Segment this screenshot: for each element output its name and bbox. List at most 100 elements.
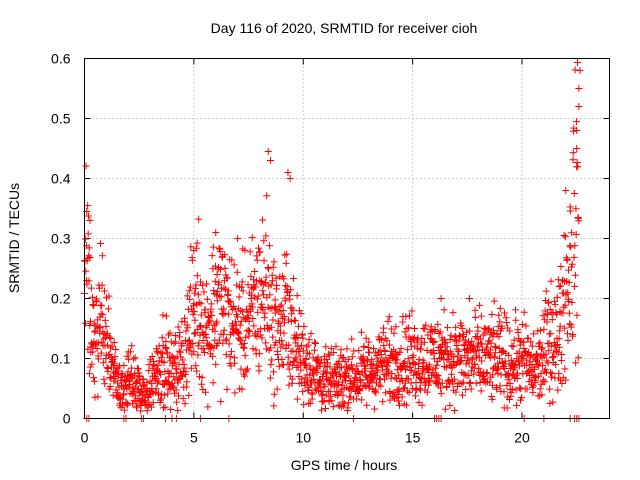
data-point [88, 293, 96, 301]
data-point [417, 340, 425, 348]
data-point [131, 370, 139, 378]
data-point [348, 335, 356, 343]
data-point [248, 300, 256, 308]
data-point [363, 401, 371, 409]
data-point [81, 235, 89, 243]
data-point [202, 388, 210, 396]
data-point [476, 301, 484, 309]
data-point [465, 359, 473, 367]
data-point [293, 292, 301, 300]
data-point [326, 392, 334, 400]
data-point [465, 371, 473, 379]
data-point [308, 380, 316, 388]
data-point [194, 291, 202, 299]
data-point [135, 372, 143, 380]
data-point [344, 355, 352, 363]
data-point [507, 389, 515, 397]
data-point [477, 387, 485, 395]
data-point [227, 298, 235, 306]
data-point [447, 370, 455, 378]
data-point [89, 374, 97, 382]
data-point [221, 251, 229, 259]
data-point [253, 256, 261, 264]
data-point [513, 401, 521, 409]
data-point [524, 334, 532, 342]
data-point [101, 316, 109, 324]
data-point [194, 351, 202, 359]
data-point [452, 388, 460, 396]
data-point [327, 344, 335, 352]
data-point [176, 348, 184, 356]
data-point [269, 263, 277, 271]
data-point [541, 378, 549, 386]
data-point [575, 85, 583, 92]
data-point [545, 347, 553, 355]
data-point [272, 338, 280, 346]
data-point [491, 349, 499, 357]
data-point [284, 316, 292, 324]
data-point [281, 319, 289, 327]
x-tick-label: 0 [81, 430, 89, 446]
data-point [254, 292, 262, 300]
data-point [378, 336, 386, 344]
data-point [102, 322, 110, 330]
data-point [85, 244, 93, 252]
data-point [289, 361, 297, 369]
data-point [400, 361, 408, 369]
data-point [305, 350, 313, 358]
data-point [209, 243, 217, 251]
data-point [291, 317, 299, 325]
data-point [262, 232, 270, 240]
data-point [533, 357, 541, 365]
data-point [193, 367, 201, 375]
data-point [498, 322, 506, 330]
data-point [520, 308, 528, 316]
data-point [182, 368, 190, 376]
data-point [263, 192, 271, 200]
data-point [390, 329, 398, 337]
data-point [556, 308, 564, 316]
data-point [243, 314, 251, 322]
data-point [538, 345, 546, 353]
data-point [542, 350, 550, 358]
data-point [431, 338, 439, 346]
data-point [222, 351, 230, 359]
data-point [366, 382, 374, 390]
data-point [558, 351, 566, 359]
data-point [377, 350, 385, 358]
data-point [388, 353, 396, 361]
data-point [272, 274, 280, 282]
data-point [531, 377, 539, 385]
data-point [409, 351, 417, 359]
data-point [185, 392, 193, 400]
data-point [455, 331, 463, 339]
data-point [573, 311, 581, 319]
data-point [221, 309, 229, 317]
data-point [405, 389, 413, 397]
data-point [221, 264, 229, 272]
data-point [212, 360, 220, 368]
data-point [262, 273, 270, 281]
data-point [178, 372, 186, 380]
data-point [431, 364, 439, 372]
data-point [179, 356, 187, 364]
data-point [568, 229, 576, 237]
data-point [568, 260, 576, 268]
data-point [236, 335, 244, 343]
data-point [282, 282, 290, 290]
data-point [300, 401, 308, 409]
data-point [82, 319, 90, 327]
data-point [148, 352, 156, 360]
data-point [421, 325, 429, 333]
data-point [103, 329, 111, 337]
data-point [458, 324, 466, 332]
data-point [250, 276, 258, 284]
data-point [196, 322, 204, 330]
data-point [176, 328, 184, 336]
data-point [536, 385, 544, 393]
data-point [360, 342, 368, 350]
data-point [516, 384, 524, 392]
data-point [482, 379, 490, 387]
data-point [166, 329, 174, 337]
data-point [86, 363, 94, 371]
